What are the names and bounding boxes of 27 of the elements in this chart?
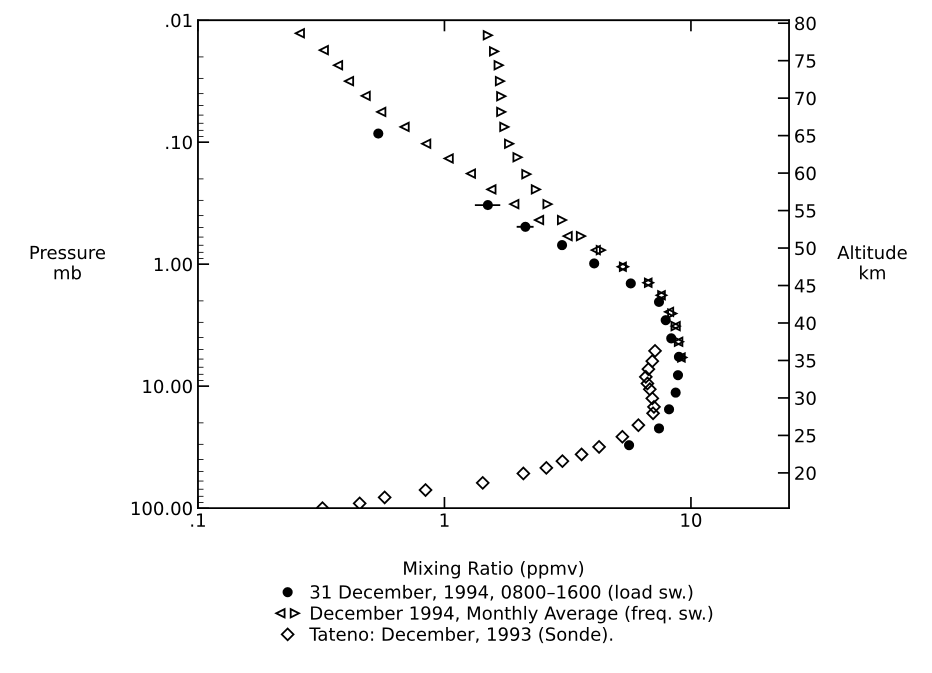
y-tick-label: 100.00 — [132, 502, 192, 516]
y2-tick-label: 35 — [795, 354, 816, 368]
y2-tick-label: 30 — [795, 391, 816, 406]
y-tick-label: .01 — [166, 14, 192, 28]
legend-label: December 1994, Monthly Average (freq. sw.) — [311, 606, 712, 624]
y2-tick-label: 80 — [795, 16, 816, 30]
y2-tick-label: 75 — [795, 54, 816, 68]
y2-tick-label: 40 — [794, 316, 816, 330]
y-tick-label: 1.00 — [154, 258, 192, 272]
x-tick-label: 1 — [440, 514, 449, 527]
x-tick-label: .1 — [191, 514, 205, 527]
y-tick-label: 10.00 — [143, 380, 192, 394]
y2-tick-label: 70 — [795, 92, 816, 106]
y-axis-title: Pressure mb — [30, 246, 105, 280]
y2-tick-label: 55 — [795, 204, 816, 218]
y2-tick-label: 45 — [794, 279, 816, 293]
legend-label: 31 December, 1994, 0800–1600 (load sw.) — [310, 584, 692, 601]
x-axis-title: Mixing Ratio (ppmv) — [404, 561, 584, 578]
y2-tick-label: 60 — [795, 166, 816, 180]
y2-tick-label: 25 — [795, 428, 816, 443]
legend-label: Tateno: December, 1993 (Sonde). — [309, 626, 612, 644]
y2-tick-label: 65 — [795, 129, 816, 143]
y2-tick-label: 50 — [795, 241, 816, 256]
y2-axis-title: Altitude km — [837, 245, 907, 280]
y2-tick-label: 20 — [795, 466, 816, 480]
y-tick-label: .10 — [166, 136, 192, 150]
x-tick-label: 10 — [681, 513, 702, 527]
